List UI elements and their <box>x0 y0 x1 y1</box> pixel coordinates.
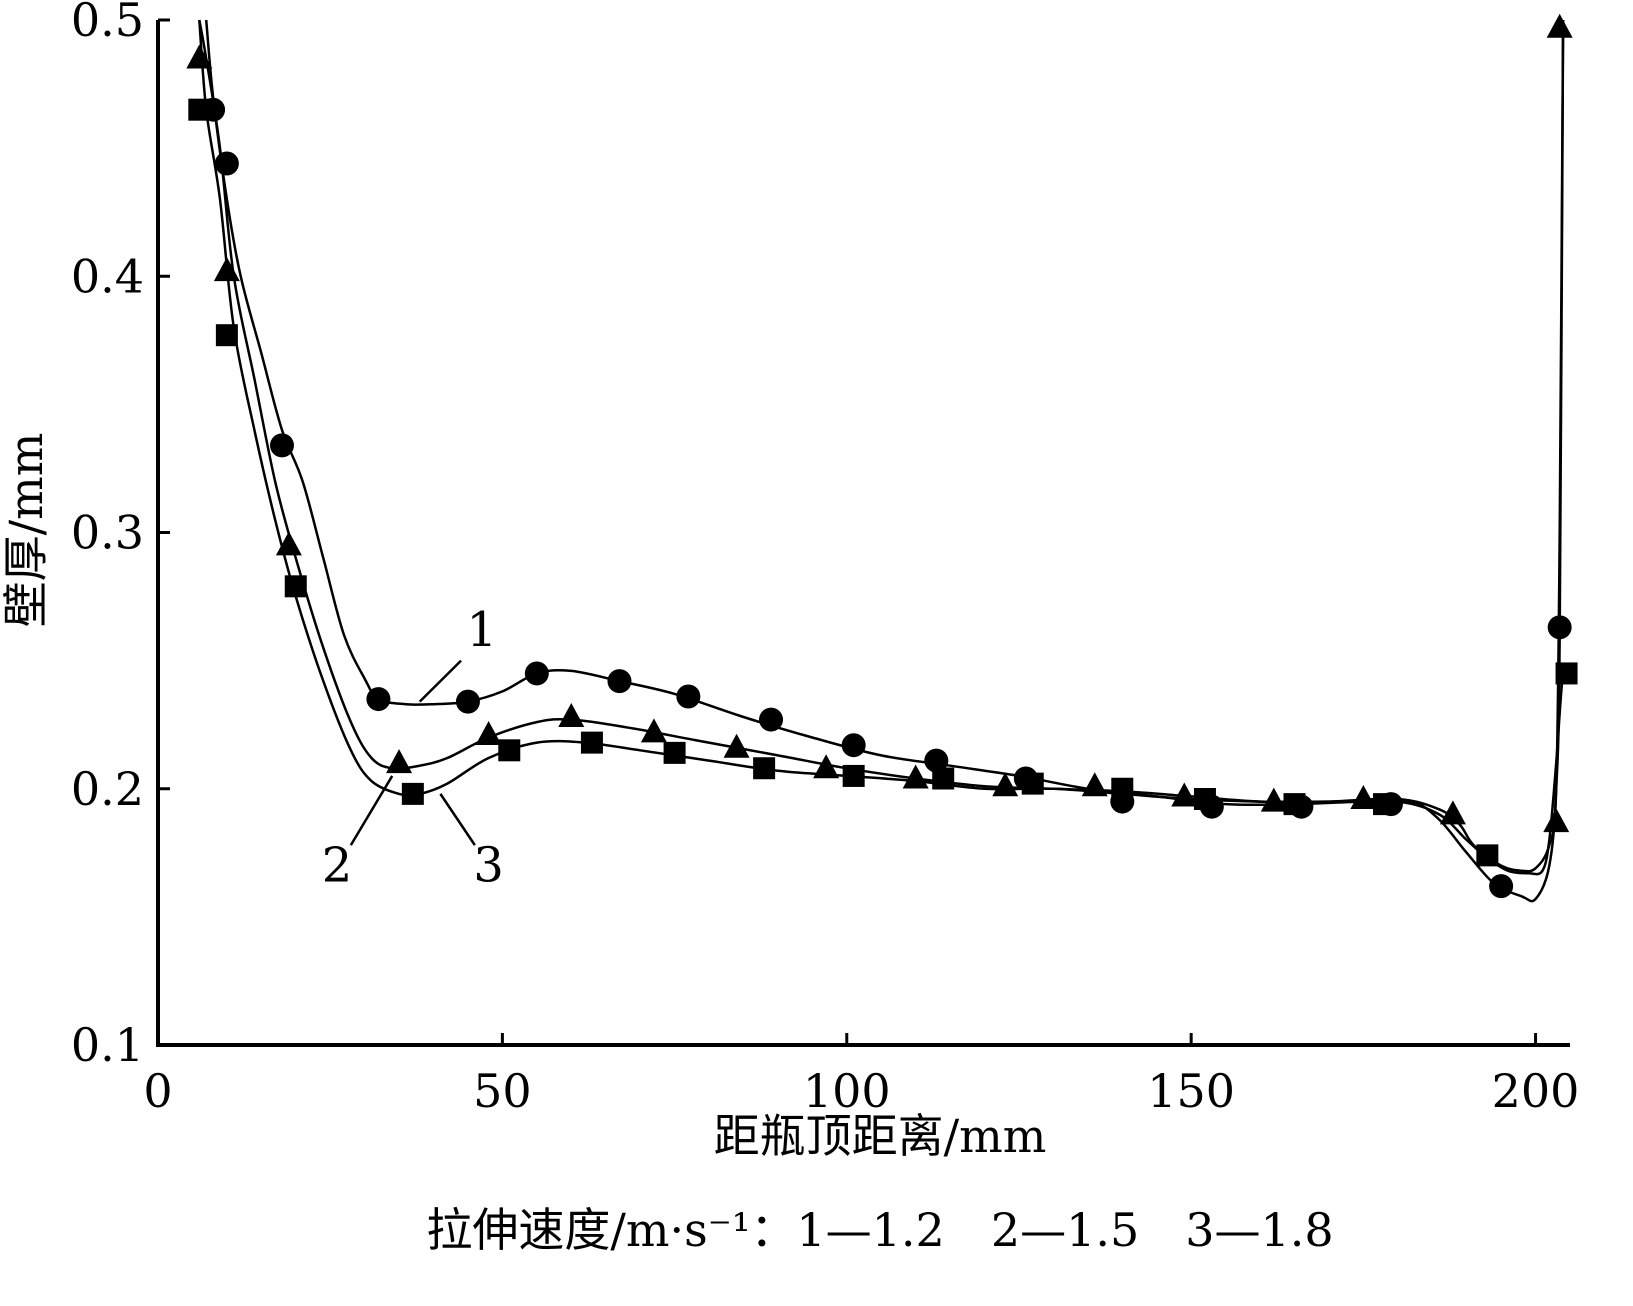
series-2-point <box>1350 785 1377 809</box>
series-1-point <box>269 433 294 458</box>
series-markers <box>186 13 1578 899</box>
series-1-point <box>1547 615 1572 640</box>
series-2-line <box>198 19 1565 873</box>
series-2-point <box>1546 13 1573 38</box>
series-1-point <box>607 669 632 694</box>
series-1-point <box>524 661 549 686</box>
series-3-point <box>284 575 307 598</box>
axes: 0 50 100 150 200 0.1 0.2 0.3 0.4 0.5 <box>71 0 1580 1118</box>
series-1-point <box>841 733 866 758</box>
series-label-leader <box>439 793 476 846</box>
series-2-point <box>275 531 302 556</box>
series-1-line <box>204 19 1565 903</box>
series-2-point <box>475 720 502 745</box>
stretch-speed-note: 拉伸速度/m·s⁻¹：1—1.2 2—1.5 3—1.8 <box>426 1203 1333 1257</box>
y-axis-title: 壁厚/mm <box>0 433 53 628</box>
series-2-point <box>1543 808 1570 833</box>
series-label-1: 1 <box>466 602 497 658</box>
series-2-point <box>186 44 213 69</box>
y-tick-label: 0.4 <box>71 249 144 303</box>
series-label-leader <box>349 775 394 846</box>
series-3-point <box>1476 844 1499 867</box>
series-2-point <box>1260 787 1287 812</box>
x-tick-label: 50 <box>473 1064 532 1118</box>
series-3-point <box>1373 793 1396 816</box>
series-1-point <box>924 748 949 773</box>
series-3-point <box>401 782 424 805</box>
series-3-point <box>1555 662 1578 685</box>
series-3-point <box>498 739 521 762</box>
series-3-line <box>198 19 1572 876</box>
series-1-point <box>1489 874 1514 899</box>
series-2-point <box>640 718 667 743</box>
series-3-point <box>663 741 686 764</box>
x-tick-label: 100 <box>803 1064 891 1118</box>
series-2-point <box>213 257 240 282</box>
x-axis-title: 距瓶顶距离/mm <box>714 1109 1047 1163</box>
series-3-point <box>1283 793 1306 816</box>
series-2-point <box>813 754 840 779</box>
series-3-point <box>753 757 776 780</box>
series-1-point <box>214 151 239 176</box>
series-label-3: 3 <box>473 838 504 894</box>
series-1-point <box>366 687 391 712</box>
series-2-point <box>558 703 585 727</box>
x-tick-label: 200 <box>1492 1064 1580 1118</box>
x-tick-label: 150 <box>1147 1064 1235 1118</box>
y-tick-label: 0.2 <box>71 762 144 816</box>
series-3-point <box>188 98 211 121</box>
series-3-point <box>1193 788 1216 810</box>
series-2-point <box>1439 800 1466 825</box>
series-2-point <box>723 733 750 758</box>
x-tick-label: 0 <box>143 1064 172 1118</box>
series-1-point <box>455 689 480 714</box>
series-3-point <box>1021 772 1044 795</box>
series-3-point <box>842 764 865 787</box>
series-3-point <box>580 731 603 754</box>
y-tick-label: 0.5 <box>71 0 144 47</box>
series-2-point <box>1081 772 1108 797</box>
series-1-point <box>676 684 701 709</box>
series-2-point <box>902 764 929 789</box>
series-1-point <box>759 707 784 732</box>
series-label-2: 2 <box>322 838 353 894</box>
series-3-point <box>215 324 238 347</box>
series-3-point <box>1111 777 1134 800</box>
series-2-point <box>992 772 1019 797</box>
y-tick-label: 0.1 <box>71 1018 144 1072</box>
series-2-point <box>386 749 413 774</box>
y-tick-label: 0.3 <box>71 506 144 560</box>
series-2-point <box>1171 782 1198 807</box>
series-label-leader <box>418 659 462 703</box>
series-3-point <box>932 767 955 790</box>
series-labels: 1 2 3 <box>322 602 504 894</box>
